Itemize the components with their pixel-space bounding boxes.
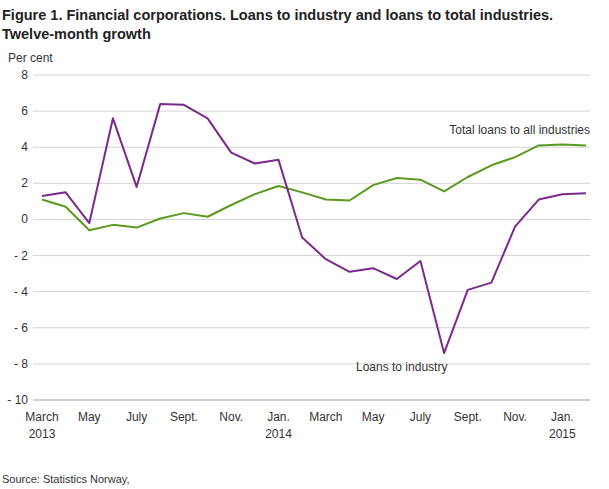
x-tick-label: Jan. 2014 [265, 410, 292, 441]
series-line [42, 145, 586, 231]
y-tick-label: 2 [21, 176, 28, 190]
grid-line [33, 291, 590, 292]
x-tick-label: Nov. [219, 410, 243, 424]
x-tick-label-line: Nov. [219, 410, 243, 424]
x-tick-label-line: Sept. [170, 410, 198, 424]
x-tick-label: March [309, 410, 342, 424]
y-tick-label: - 6 [14, 321, 28, 335]
x-tick-label-line: Sept. [454, 410, 482, 424]
y-tick-label: 4 [21, 140, 28, 154]
grid-line [33, 111, 590, 112]
x-tick-label: July [126, 410, 147, 424]
x-tick-label: May [78, 410, 101, 424]
grid-line [33, 147, 590, 148]
x-tick-label-line: Jan. [267, 410, 290, 424]
title: Figure 1. Financial corporations. Loans … [2, 7, 553, 23]
y-tick-label: 0 [21, 212, 28, 226]
x-axis-line [33, 400, 590, 401]
x-tick-label: Sept. [170, 410, 198, 424]
series-label: Total loans to all industries [449, 123, 590, 137]
x-tick-label-line: 2013 [29, 427, 56, 441]
grid-line [33, 327, 590, 328]
grid-line [33, 255, 590, 256]
series-line [42, 104, 586, 353]
x-tick-label: Sept. [454, 410, 482, 424]
grid-line [33, 400, 590, 401]
y-tick-label: 8 [21, 68, 28, 82]
x-tick-label-line: March [25, 410, 58, 424]
x-tick-label-line: July [410, 410, 431, 424]
x-tick-label-line: Nov. [503, 410, 527, 424]
y-tick-label: - 8 [14, 357, 28, 371]
y-tick-label: 6 [21, 104, 28, 118]
subtitle: Twelve-month growth [2, 26, 151, 42]
x-tick-label: July [410, 410, 431, 424]
grid-line [33, 363, 590, 364]
x-tick-label-line: 2015 [549, 427, 576, 441]
x-tick-label-line: Jan. [551, 410, 574, 424]
grid-line [33, 75, 590, 76]
grid-line [33, 219, 590, 220]
x-tick-label-line: July [126, 410, 147, 424]
x-tick-label: Jan. 2015 [549, 410, 576, 441]
x-tick-label-line: May [78, 410, 101, 424]
x-tick-label-line: March [309, 410, 342, 424]
grid-line [33, 183, 590, 184]
x-tick-label-line: May [362, 410, 385, 424]
x-tick-label-line: 2014 [265, 427, 292, 441]
x-tick-label: May [362, 410, 385, 424]
plot-area [42, 104, 586, 353]
x-tick-label: Nov. [503, 410, 527, 424]
source: Source: Statistics Norway, [2, 473, 130, 485]
chart: Figure 1. Financial corporations. Loans … [0, 0, 609, 489]
y-axis-label: Per cent [8, 51, 53, 65]
y-tick-label: - 2 [14, 249, 28, 263]
x-tick-label: March 2013 [25, 410, 58, 441]
series-label: Loans to industry [356, 360, 447, 374]
y-tick-label: - 4 [14, 285, 28, 299]
y-tick-label: - 10 [7, 393, 28, 407]
